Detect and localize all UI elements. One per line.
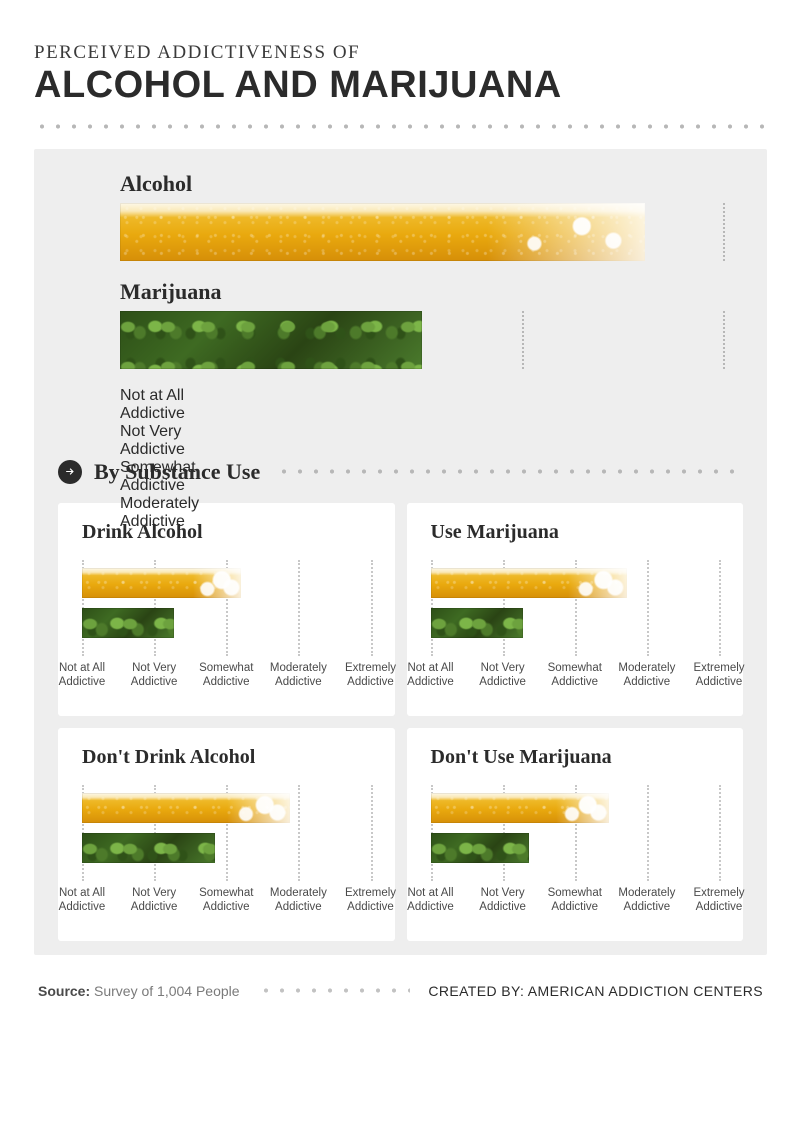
axis-tick: Not VeryAddictive (131, 887, 178, 915)
hero-row: Marijuana (58, 279, 743, 369)
gridline (647, 785, 649, 881)
mini-bar-alcohol (82, 793, 290, 823)
gridline (298, 560, 300, 656)
mini-axis: Not at AllAddictiveNot VeryAddictiveSome… (431, 662, 720, 702)
axis-tick: SomewhatAddictive (548, 662, 602, 690)
hero-row: Alcohol (58, 171, 743, 261)
axis-tick: ModeratelyAddictive (618, 887, 675, 915)
mini-bar-alcohol (82, 568, 241, 598)
mini-bar-alcohol (431, 793, 610, 823)
axis-tick: ModeratelyAddictive (270, 662, 327, 690)
mini-bar-marijuana (82, 608, 174, 638)
hero-bar-alcohol (120, 203, 645, 261)
hero-bar-marijuana (120, 311, 422, 369)
credit: CREATED BY: AMERICAN ADDICTION CENTERS (428, 983, 763, 999)
mini-chart (431, 560, 720, 656)
hero-bar-label: Marijuana (120, 279, 743, 305)
pretitle: PERCEIVED ADDICTIVENESS OF (34, 42, 767, 64)
axis-tick: ExtremelyAddictive (693, 887, 744, 915)
main-panel: Alcohol Marijuana Not at AllAddictiveNot… (34, 149, 767, 955)
axis-tick: Not VeryAddictive (479, 887, 526, 915)
axis-tick: Not at AllAddictive (407, 887, 454, 915)
gridline (719, 785, 721, 881)
gridline (723, 203, 725, 261)
source-label: Source: (38, 983, 90, 999)
mini-chart (431, 785, 720, 881)
axis-tick: Not VeryAddictive (131, 662, 178, 690)
card: Drink Alcohol Not at AllAddictiveNot Ver… (58, 503, 395, 716)
mini-axis: Not at AllAddictiveNot VeryAddictiveSome… (82, 662, 371, 702)
credit-text: AMERICAN ADDICTION CENTERS (528, 983, 763, 999)
axis-tick: ExtremelyAddictive (693, 662, 744, 690)
axis-tick: ModeratelyAddictive (270, 887, 327, 915)
footer-dots (258, 988, 411, 993)
card-title: Don't Drink Alcohol (82, 746, 377, 769)
axis-tick: SomewhatAddictive (120, 459, 723, 495)
gridline (371, 785, 373, 881)
axis-tick: ExtremelyAddictive (345, 887, 396, 915)
axis-tick: Not at AllAddictive (59, 662, 106, 690)
axis-tick: Not at AllAddictive (120, 387, 723, 423)
gridline (647, 560, 649, 656)
axis-tick: Not at AllAddictive (407, 662, 454, 690)
axis-tick: ExtremelyAddictive (345, 662, 396, 690)
card: Use Marijuana Not at AllAddictiveNot Ver… (407, 503, 744, 716)
credit-prefix: CREATED BY: (428, 983, 524, 999)
source-value: Survey of 1,004 People (94, 983, 240, 999)
mini-axis: Not at AllAddictiveNot VeryAddictiveSome… (82, 887, 371, 927)
card: Don't Drink Alcohol Not at AllAddictiveN… (58, 728, 395, 941)
gridline (522, 311, 524, 369)
axis-tick: Not at AllAddictive (59, 887, 106, 915)
hero-bar-area (120, 203, 723, 261)
gridline (371, 560, 373, 656)
axis-tick: Not VeryAddictive (479, 662, 526, 690)
axis-tick: ModeratelyAddictive (618, 662, 675, 690)
mini-bar-marijuana (431, 608, 523, 638)
gridline (723, 311, 725, 369)
footer: Source: Survey of 1,004 People CREATED B… (34, 983, 767, 999)
mini-chart (82, 785, 371, 881)
gridline (298, 785, 300, 881)
card: Don't Use Marijuana Not at AllAddictiveN… (407, 728, 744, 941)
axis-tick: SomewhatAddictive (548, 887, 602, 915)
hero-bar-label: Alcohol (120, 171, 743, 197)
page-title: ALCOHOL AND MARIJUANA (34, 66, 767, 106)
axis-tick: Not VeryAddictive (120, 423, 723, 459)
axis-tick: SomewhatAddictive (199, 662, 253, 690)
mini-bar-marijuana (82, 833, 215, 863)
mini-axis: Not at AllAddictiveNot VeryAddictiveSome… (431, 887, 720, 927)
arrow-right-circle-icon (58, 460, 82, 484)
mini-chart (82, 560, 371, 656)
dot-rule (34, 124, 767, 129)
axis-tick: ModeratelyAddictive (120, 495, 723, 531)
gridline (719, 560, 721, 656)
mini-bar-marijuana (431, 833, 529, 863)
card-title: Don't Use Marijuana (431, 746, 726, 769)
hero-chart: Alcohol Marijuana Not at AllAddictiveNot… (58, 171, 743, 431)
hero-bar-area (120, 311, 723, 369)
axis-tick: SomewhatAddictive (199, 887, 253, 915)
source-text: Source: Survey of 1,004 People (38, 983, 240, 999)
mini-bar-alcohol (431, 568, 627, 598)
cards-grid: Drink Alcohol Not at AllAddictiveNot Ver… (58, 503, 743, 941)
hero-axis: Not at AllAddictiveNot VeryAddictiveSome… (120, 387, 723, 431)
